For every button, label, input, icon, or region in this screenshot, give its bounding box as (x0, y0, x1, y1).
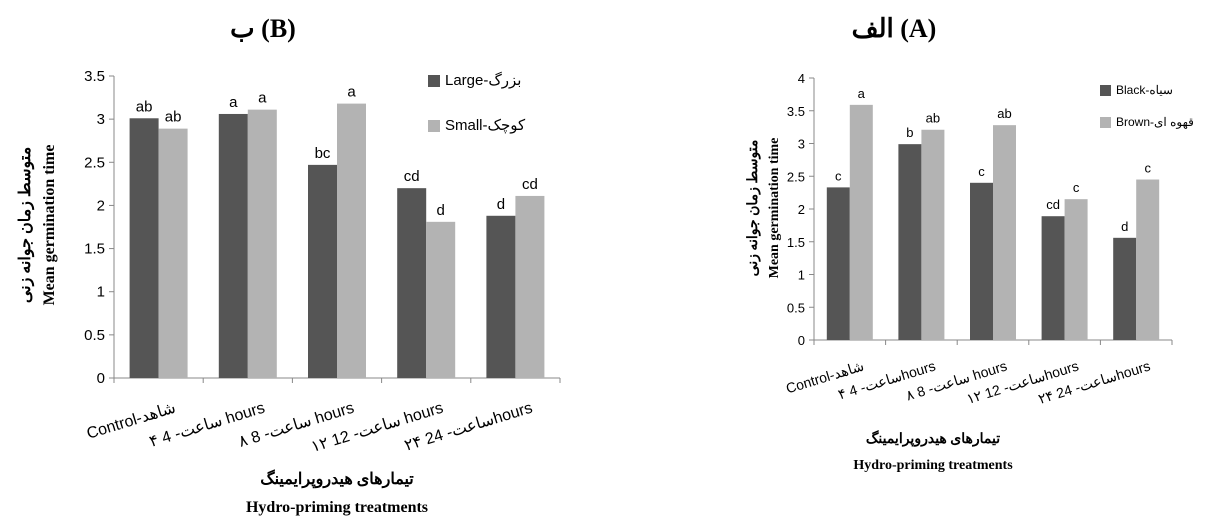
significance-letter: bc (315, 145, 331, 162)
chart-b-ylabel-en: Mean germination time (41, 145, 58, 306)
bar-series1 (898, 144, 922, 340)
y-tick-label: 4 (798, 71, 805, 86)
bar-series1 (1041, 216, 1065, 340)
y-tick-label: 1 (798, 268, 805, 283)
bar-series1 (826, 187, 850, 340)
bar-series1 (308, 164, 337, 378)
significance-letter: d (1121, 219, 1128, 234)
significance-letter: a (347, 84, 356, 101)
significance-letter: ab (136, 98, 153, 115)
bar-series2 (158, 128, 188, 378)
bar-series1 (218, 113, 248, 379)
bar-series2 (426, 221, 456, 378)
significance-letter: a (258, 90, 267, 107)
legend-swatch (1100, 117, 1111, 128)
y-tick-label: 1 (97, 284, 105, 301)
bar-series1 (1113, 237, 1137, 340)
bar-series2 (247, 109, 277, 378)
y-tick-label: 2 (798, 202, 805, 217)
bar-series2 (849, 104, 873, 340)
legend-label: Black-سیاه (1116, 83, 1173, 97)
legend-label: Large-بزرگ (445, 71, 521, 89)
bar-series2 (921, 129, 945, 340)
y-tick-label: 0 (798, 333, 805, 348)
legend-label: Brown-قهوه ای (1116, 115, 1194, 129)
legend-swatch (1100, 85, 1111, 96)
y-tick-label: 1.5 (84, 241, 105, 258)
bar-series2 (515, 195, 545, 378)
significance-letter: a (858, 86, 866, 101)
y-tick-label: 0.5 (787, 300, 805, 315)
chart-a-xlabel-fa: تیمارهای هیدروپرایمینگ (866, 430, 1000, 447)
bar-series2 (1136, 179, 1160, 340)
y-tick-label: 2 (97, 197, 105, 214)
y-tick-label: 3 (97, 111, 105, 128)
legend-swatch (428, 120, 440, 132)
y-tick-label: 3 (798, 137, 805, 152)
bar-series2 (1064, 199, 1088, 340)
significance-letter: d (437, 202, 445, 219)
chart-panel-b: ب (B) 0 0.5 1 1.5 2 2.5 3 3.5 ab a bc cd d ab a a d cd Con… (0, 0, 600, 522)
chart-a-ylabel-fa: متوسط زمان جوانه زنی (746, 140, 761, 277)
significance-letter: ab (997, 106, 1011, 121)
y-tick-label: 1.5 (787, 235, 805, 250)
chart-a-ylabel-en: Mean germination time (767, 138, 782, 279)
bar-series1 (970, 182, 993, 340)
chart-panel-a: الف (A) 0 0.5 1 1.5 2 2.5 3 3.5 4 c b c cd d a ab ab c c Co… (640, 0, 1213, 522)
y-tick-label: 3.5 (84, 68, 105, 85)
significance-letter: c (1073, 180, 1080, 195)
legend-label: Small-کوچک (445, 117, 526, 134)
significance-letter: d (497, 196, 505, 213)
chart-a-xlabel-en: Hydro-priming treatments (853, 458, 1013, 473)
bar-series2 (993, 125, 1016, 340)
significance-letter: cd (522, 176, 538, 193)
significance-letter: cd (404, 168, 420, 185)
y-tick-label: 0.5 (84, 327, 105, 344)
significance-letter: c (835, 168, 842, 183)
chart-b-xlabel-fa: تیمارهای هیدروپرایمینگ (260, 469, 414, 489)
bar-series1 (129, 118, 159, 378)
y-tick-label: 3.5 (787, 104, 805, 119)
legend-swatch (428, 75, 440, 87)
chart-b-xlabel-en: Hydro-priming treatments (246, 499, 428, 516)
chart-b-ylabel-fa: متوسط زمان جوانه زنی (17, 147, 35, 303)
significance-letter: c (978, 164, 985, 179)
y-tick-label: 2.5 (84, 154, 105, 171)
significance-letter: b (906, 125, 913, 140)
bar-series2 (337, 103, 366, 379)
significance-letter: a (229, 94, 238, 111)
significance-letter: ab (165, 109, 182, 126)
chart-b-title: ب (B) (230, 14, 296, 43)
y-tick-label: 0 (97, 370, 105, 387)
bar-series1 (486, 215, 516, 378)
significance-letter: ab (926, 111, 940, 126)
significance-letter: cd (1046, 197, 1060, 212)
y-tick-label: 2.5 (787, 169, 805, 184)
bar-series1 (397, 188, 427, 378)
significance-letter: c (1144, 161, 1151, 176)
chart-a-title: الف (A) (852, 14, 937, 43)
